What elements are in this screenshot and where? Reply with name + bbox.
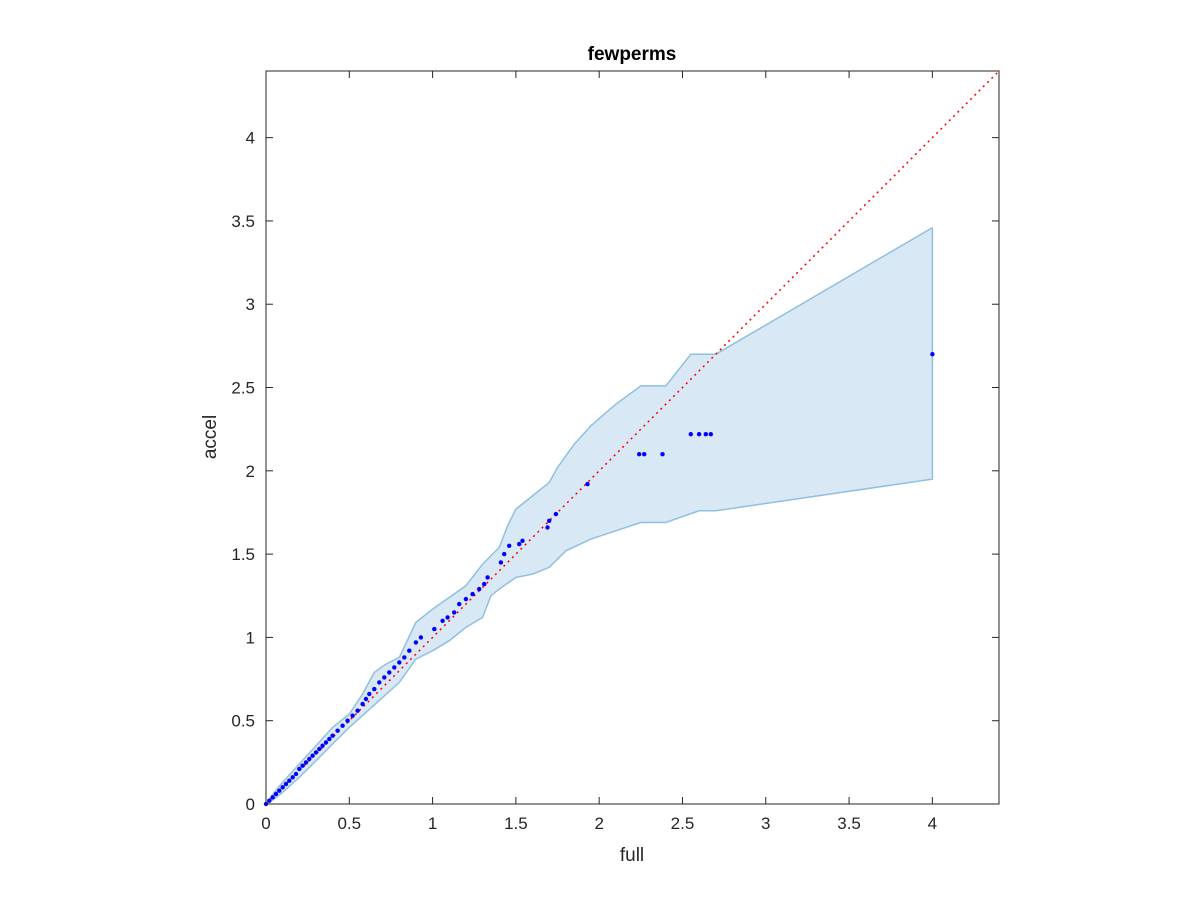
data-point bbox=[482, 581, 487, 587]
data-point bbox=[520, 538, 525, 543]
y-tick-label: 2 bbox=[246, 462, 255, 481]
confidence-band-lower-edge bbox=[265, 227, 934, 805]
data-point bbox=[327, 736, 332, 742]
data-point bbox=[477, 586, 482, 592]
data-point bbox=[307, 756, 312, 762]
x-tick-label: 4 bbox=[928, 814, 937, 833]
data-point bbox=[313, 750, 319, 755]
x-axis-ticks: 0 0.5 1 1.5 2 2.5 3 3.5 4 bbox=[261, 71, 937, 833]
data-point bbox=[402, 655, 407, 660]
data-point bbox=[432, 626, 437, 632]
data-point bbox=[340, 723, 345, 728]
data-point bbox=[463, 596, 469, 602]
data-point bbox=[293, 771, 299, 777]
data-point bbox=[287, 778, 292, 783]
data-point bbox=[397, 660, 402, 665]
data-point bbox=[310, 753, 315, 758]
y-tick-label: 0.5 bbox=[231, 712, 255, 731]
data-point bbox=[498, 560, 504, 565]
y-tick-label: 3.5 bbox=[231, 212, 255, 231]
x-tick-label: 1.5 bbox=[504, 814, 528, 833]
data-point bbox=[407, 648, 412, 653]
data-point bbox=[290, 775, 295, 780]
data-point bbox=[392, 665, 397, 670]
data-point bbox=[367, 691, 372, 697]
data-point bbox=[470, 591, 475, 597]
data-point bbox=[277, 788, 282, 793]
data-point bbox=[303, 760, 309, 765]
data-point bbox=[585, 481, 590, 487]
data-point bbox=[452, 610, 457, 615]
y-tick-label: 1.5 bbox=[231, 545, 255, 564]
data-point bbox=[708, 432, 713, 437]
data-point bbox=[372, 686, 377, 692]
y-tick-label: 0 bbox=[246, 795, 255, 814]
data-point bbox=[553, 511, 559, 517]
y-tick-label: 3 bbox=[246, 295, 255, 314]
data-point bbox=[387, 670, 392, 675]
data-point bbox=[660, 452, 665, 457]
data-point bbox=[323, 740, 329, 745]
data-points bbox=[263, 352, 935, 807]
x-tick-label: 3 bbox=[761, 814, 770, 833]
data-point bbox=[330, 733, 335, 738]
data-point bbox=[696, 432, 702, 437]
data-point bbox=[418, 635, 424, 640]
data-point bbox=[345, 718, 350, 723]
data-point bbox=[457, 601, 462, 607]
y-tick-label: 4 bbox=[246, 129, 255, 148]
x-tick-label: 0.5 bbox=[337, 814, 361, 833]
data-point bbox=[502, 551, 507, 557]
data-point bbox=[350, 713, 355, 718]
x-tick-label: 0 bbox=[261, 814, 270, 833]
data-point bbox=[440, 618, 445, 623]
data-point bbox=[270, 795, 275, 800]
data-point bbox=[545, 525, 550, 530]
confidence-band-upper-edge bbox=[265, 226, 933, 805]
data-point bbox=[363, 696, 369, 702]
y-tick-label: 2.5 bbox=[231, 379, 255, 398]
data-point bbox=[267, 798, 272, 803]
data-point bbox=[335, 728, 340, 733]
data-point bbox=[547, 518, 552, 523]
data-point bbox=[317, 746, 322, 752]
data-point bbox=[382, 675, 387, 680]
data-point bbox=[320, 743, 325, 748]
y-tick-label: 1 bbox=[246, 628, 255, 647]
data-point bbox=[413, 640, 419, 645]
data-point bbox=[445, 615, 450, 620]
data-point bbox=[360, 701, 365, 707]
data-point bbox=[637, 452, 642, 457]
confidence-band-fill bbox=[266, 227, 933, 805]
plot-area bbox=[263, 70, 1000, 807]
x-tick-label: 2 bbox=[594, 814, 603, 833]
y-axis-label: accel bbox=[200, 415, 221, 459]
axes-box bbox=[265, 70, 1000, 805]
data-point bbox=[642, 452, 647, 457]
chart-title: fewperms bbox=[588, 44, 677, 65]
x-tick-label: 2.5 bbox=[671, 814, 695, 833]
data-point bbox=[930, 352, 935, 357]
data-point bbox=[517, 541, 522, 547]
data-point bbox=[377, 680, 382, 685]
x-axis-label: full bbox=[620, 845, 644, 866]
data-point bbox=[703, 432, 708, 437]
data-point bbox=[507, 543, 512, 548]
data-point bbox=[297, 766, 302, 772]
data-point bbox=[300, 763, 305, 768]
data-point bbox=[273, 791, 279, 797]
x-tick-label: 3.5 bbox=[837, 814, 861, 833]
data-point bbox=[485, 575, 490, 580]
data-point bbox=[688, 432, 693, 437]
data-point bbox=[280, 785, 285, 790]
data-point bbox=[283, 781, 289, 787]
x-tick-label: 1 bbox=[428, 814, 437, 833]
data-point bbox=[355, 708, 360, 713]
y-axis-ticks: 0 0.5 1 1.5 2 2.5 3 3.5 4 bbox=[231, 129, 999, 814]
